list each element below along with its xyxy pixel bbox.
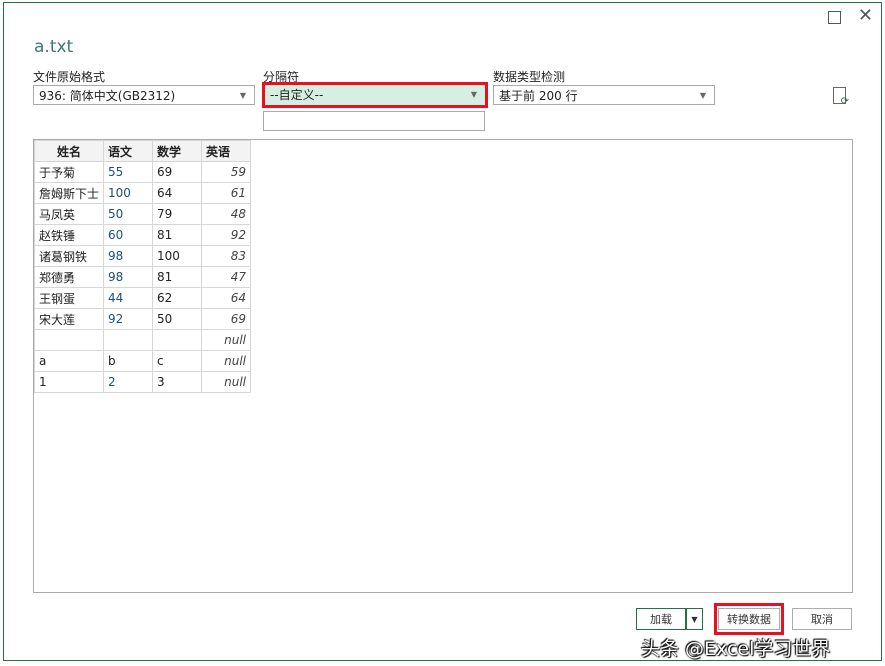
maximize-icon[interactable] <box>828 11 841 24</box>
table-cell: 詹姆斯下士 <box>34 182 104 204</box>
table-cell: c <box>152 350 202 372</box>
watermark: 头条 @Excel学习世界 <box>641 638 831 660</box>
table-cell: 83 <box>201 245 251 267</box>
table-row: 宋大莲 92 50 69 <box>34 308 251 330</box>
table-cell: 47 <box>201 266 251 288</box>
table-cell <box>103 329 153 351</box>
table-row: 马凤英 50 79 48 <box>34 203 251 225</box>
table-cell: 69 <box>152 161 202 183</box>
column-header[interactable]: 姓名 <box>34 140 104 162</box>
encoding-label: 文件原始格式 <box>33 70 106 84</box>
table-cell: 2 <box>103 371 153 393</box>
dialog-window: ✕ a.txt 文件原始格式 936: 简体中文(GB2312) ▼ 分隔符 --… <box>3 2 882 661</box>
table-cell: 于予菊 <box>34 161 104 183</box>
table-cell: a <box>34 350 104 372</box>
table-row: 1 2 3 null <box>34 371 251 393</box>
table-cell: 61 <box>201 182 251 204</box>
table-cell <box>152 329 202 351</box>
table-cell: 92 <box>103 308 153 330</box>
table-cell: 79 <box>152 203 202 225</box>
table-row: 王钢蛋 44 62 64 <box>34 287 251 309</box>
table-row: null <box>34 329 251 351</box>
dialog-title: a.txt <box>34 37 74 57</box>
table-cell: 64 <box>152 182 202 204</box>
column-header[interactable]: 英语 <box>201 140 251 162</box>
table-cell: 59 <box>201 161 251 183</box>
table-cell: 宋大莲 <box>34 308 104 330</box>
delimiter-value: --自定义-- <box>270 88 324 102</box>
table-cell: 诸葛钢铁 <box>34 245 104 267</box>
table-row: 于予菊 55 69 59 <box>34 161 251 183</box>
table-cell: 55 <box>103 161 153 183</box>
refresh-file-icon[interactable]: ⟳ <box>833 87 849 107</box>
table-cell: null <box>201 329 251 351</box>
table-cell <box>34 329 104 351</box>
table-row: 诸葛钢铁 98 100 83 <box>34 245 251 267</box>
table-cell: 44 <box>103 287 153 309</box>
highlight-box <box>714 603 784 635</box>
column-header[interactable]: 数学 <box>152 140 202 162</box>
table-cell: 100 <box>152 245 202 267</box>
table-cell: 3 <box>152 371 202 393</box>
transform-data-button[interactable]: 转换数据 <box>718 608 780 630</box>
detection-select[interactable]: 基于前 200 行 ▼ <box>493 85 715 105</box>
preview-table: 姓名 语文 数学 英语 于予菊 55 69 59 詹姆斯下士 100 64 61 马凤英 50 79 48 赵… <box>34 140 251 393</box>
table-cell: 王钢蛋 <box>34 287 104 309</box>
table-row: 赵铁锤 60 81 92 <box>34 224 251 246</box>
table-cell: 81 <box>152 224 202 246</box>
table-cell: b <box>103 350 153 372</box>
table-cell: 98 <box>103 245 153 267</box>
chevron-down-icon: ▼ <box>470 90 477 99</box>
table-cell: 50 <box>152 308 202 330</box>
chevron-down-icon: ▼ <box>239 91 246 100</box>
table-cell: 98 <box>103 266 153 288</box>
table-cell: 48 <box>201 203 251 225</box>
cancel-button[interactable]: 取消 <box>792 608 852 630</box>
table-cell: 69 <box>201 308 251 330</box>
table-cell: 62 <box>152 287 202 309</box>
table-row: a b c null <box>34 350 251 372</box>
table-cell: 1 <box>34 371 104 393</box>
table-cell: 92 <box>201 224 251 246</box>
preview-pane: 姓名 语文 数学 英语 于予菊 55 69 59 詹姆斯下士 100 64 61 马凤英 50 79 48 赵… <box>33 139 853 593</box>
column-header[interactable]: 语文 <box>103 140 153 162</box>
encoding-value: 936: 简体中文(GB2312) <box>39 89 176 103</box>
load-button[interactable]: 加载 <box>636 608 686 630</box>
table-cell: 郑德勇 <box>34 266 104 288</box>
table-row: 郑德勇 98 81 47 <box>34 266 251 288</box>
chevron-down-icon: ▼ <box>699 91 706 100</box>
table-cell: 81 <box>152 266 202 288</box>
encoding-select[interactable]: 936: 简体中文(GB2312) ▼ <box>33 85 255 105</box>
detection-label: 数据类型检测 <box>493 70 566 84</box>
table-cell: 马凤英 <box>34 203 104 225</box>
custom-delimiter-input[interactable] <box>263 111 485 131</box>
table-row: 詹姆斯下士 100 64 61 <box>34 182 251 204</box>
load-dropdown-button[interactable]: ▼ <box>686 608 703 630</box>
table-cell: null <box>201 350 251 372</box>
delimiter-select[interactable]: --自定义-- ▼ <box>262 82 488 108</box>
table-cell: 50 <box>103 203 153 225</box>
table-cell: null <box>201 371 251 393</box>
table-cell: 64 <box>201 287 251 309</box>
close-icon[interactable]: ✕ <box>857 5 873 26</box>
detection-value: 基于前 200 行 <box>499 89 578 103</box>
delimiter-label: 分隔符 <box>263 70 300 84</box>
table-cell: 60 <box>103 224 153 246</box>
table-cell: 100 <box>103 182 153 204</box>
table-cell: 赵铁锤 <box>34 224 104 246</box>
